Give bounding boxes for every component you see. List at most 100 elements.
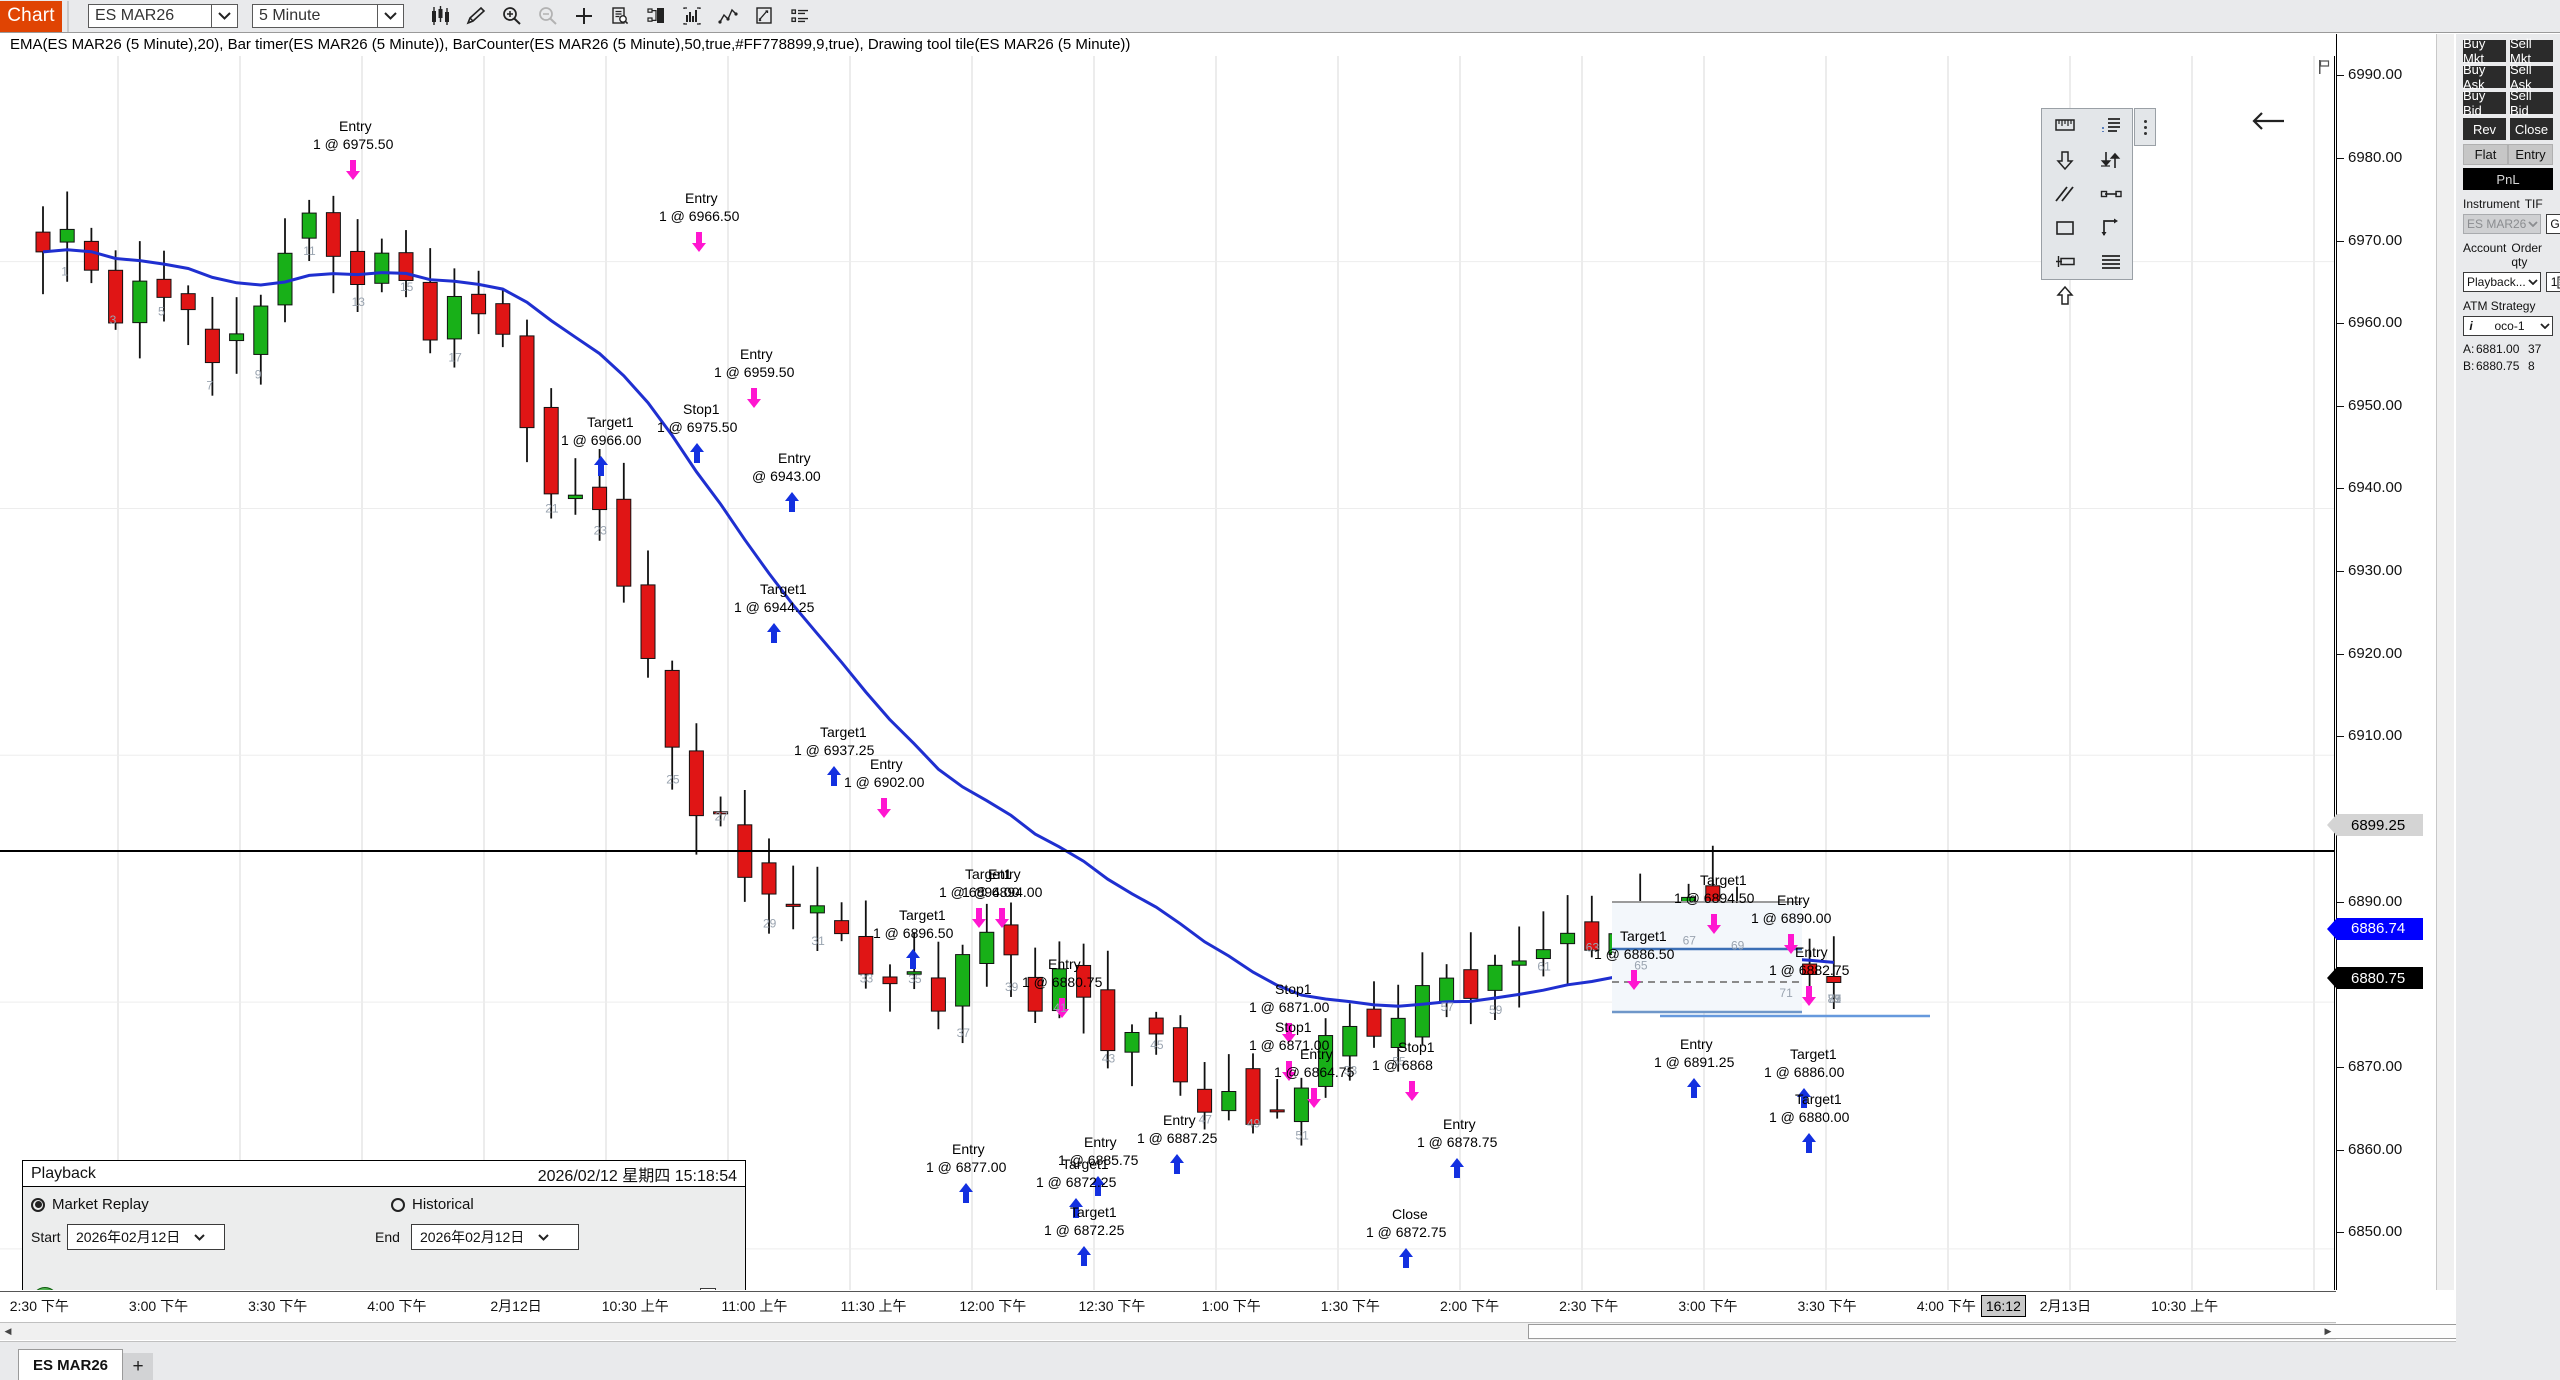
buy-ask-button[interactable]: Buy Ask <box>2463 62 2506 92</box>
line-segment-icon[interactable] <box>2088 177 2134 211</box>
down-arrow-icon[interactable] <box>2042 143 2088 177</box>
chevron-down-icon[interactable] <box>188 1233 210 1241</box>
account-select[interactable]: Playback... <box>2463 272 2541 292</box>
bars-chart-icon[interactable] <box>422 1 458 32</box>
rectangle-icon[interactable] <box>2042 211 2088 245</box>
trade-marker-value: 1 @ 6886.00 <box>1764 1064 1845 1080</box>
svg-text:87: 87 <box>1828 992 1842 1006</box>
order-qty-stepper[interactable]: 1 ▲▼ <box>2545 272 2560 292</box>
buy-mkt-button[interactable]: Buy Mkt <box>2463 36 2506 66</box>
trade-marker-label: Target1 <box>1062 1156 1109 1172</box>
trade-marker-value: 1 @ 6902.00 <box>844 774 925 790</box>
horizontal-scrollbar[interactable]: ◀ ▶ <box>0 1322 2560 1340</box>
sell-bid-button[interactable]: Sell Bid <box>2510 88 2553 118</box>
back-arrow-icon[interactable] <box>2248 104 2288 138</box>
flat-button[interactable]: Flat <box>2463 144 2508 165</box>
chevron-down-icon[interactable] <box>2538 323 2552 329</box>
time-axis[interactable]: 16:12 2:30 下午 3:00 下午 3:30 下午 4:00 下午 2月12日 1… <box>0 1291 2336 1321</box>
close-button[interactable]: Close <box>2510 118 2553 140</box>
rev-button[interactable]: Rev <box>2463 118 2506 140</box>
zoom-out-icon[interactable] <box>530 1 566 32</box>
interval-select[interactable]: 5 Minute <box>252 4 404 28</box>
drawing-tools-palette[interactable] <box>2041 108 2134 305</box>
time-tick: 1:00 下午 <box>1201 1298 1261 1314</box>
horizontal-lines-icon[interactable] <box>2088 245 2134 279</box>
trade-marker-value: 1 @ 6871.00 <box>1249 1037 1330 1053</box>
playback-panel[interactable]: Playback 2026/02/12 星期四 15:18:54 Market … <box>22 1160 746 1290</box>
time-tick: 2:30 下午 <box>1559 1298 1619 1314</box>
tab-es-mar26[interactable]: ES MAR26 <box>18 1349 124 1380</box>
fib-retracement-icon[interactable] <box>2042 245 2088 279</box>
info-icon[interactable]: i <box>2469 319 2473 333</box>
indicator-icon[interactable] <box>638 1 674 32</box>
price-axis[interactable]: 6990.00 6980.00 6970.00 6960.00 6950.00 6940.… <box>2327 34 2436 1290</box>
instrument-select-value: ES MAR26 <box>95 7 175 24</box>
pencil-icon[interactable] <box>458 1 494 32</box>
svg-text:43: 43 <box>1102 1051 1116 1065</box>
chevron-down-icon[interactable] <box>2526 279 2540 285</box>
playback-timestamp: 2026/02/12 星期四 15:18:54 <box>537 1167 737 1185</box>
palette-drag-handle[interactable] <box>2134 108 2156 146</box>
trade-marker-value: 1 @ 6959.50 <box>714 364 795 380</box>
arrows-updown-icon[interactable] <box>2088 143 2134 177</box>
entry-button[interactable]: Entry <box>2508 144 2553 165</box>
buy-bid-button[interactable]: Buy Bid <box>2463 88 2506 118</box>
instrument-select[interactable]: ES MAR26 <box>88 4 238 28</box>
tif-select[interactable]: GTC <box>2546 214 2560 234</box>
chevron-down-icon[interactable] <box>211 5 237 27</box>
trade-marker-label: Entry <box>1795 944 1828 960</box>
trade-marker-label: Entry <box>685 190 718 206</box>
trade-marker-value: 1 @ 6894.00 <box>939 884 1020 900</box>
crosshair-icon[interactable] <box>566 1 602 32</box>
atm-strategy-select[interactable]: i oco-1 <box>2463 316 2553 336</box>
svg-text:79: 79 <box>1828 992 1842 1006</box>
sell-mkt-button[interactable]: Sell Mkt <box>2510 36 2553 66</box>
zoom-in-icon[interactable] <box>494 1 530 32</box>
speed-stepper[interactable]: ▲ ▼ <box>700 1288 717 1290</box>
trade-marker-label: Entry <box>1163 1112 1196 1128</box>
trade-marker-label: Entry <box>740 346 773 362</box>
svg-text:5: 5 <box>158 304 165 318</box>
text-icon[interactable] <box>2088 109 2134 143</box>
trade-marker-value: 1 @ 6872.75 <box>1366 1224 1447 1240</box>
speed-up-icon[interactable]: ▲ <box>701 1289 715 1290</box>
order-entry-panel[interactable]: Buy Mkt Sell Mkt Buy Ask Sell Ask Buy Bi… <box>2456 34 2560 1380</box>
scatter-icon[interactable] <box>710 1 746 32</box>
start-date-picker[interactable]: 2026年02月12日 <box>67 1224 225 1250</box>
ruler-icon[interactable] <box>2042 109 2088 143</box>
up-arrow-icon[interactable] <box>2042 279 2088 313</box>
right-angle-icon[interactable] <box>2088 211 2134 245</box>
playback-pause-button[interactable] <box>31 1287 59 1290</box>
top-toolbar: Chart ES MAR26 5 Minute <box>0 0 2560 33</box>
flag-icon[interactable] <box>2316 58 2332 76</box>
histogram-icon[interactable] <box>674 1 710 32</box>
end-date-picker[interactable]: 2026年02月12日 <box>411 1224 579 1250</box>
svg-text:31: 31 <box>811 934 825 948</box>
instrument-field-value: ES MAR26 <box>2467 217 2527 231</box>
chevron-down-icon[interactable] <box>377 5 403 27</box>
horizontal-scrollbar-thumb[interactable] <box>1528 1324 2560 1339</box>
data-box-icon[interactable] <box>602 1 638 32</box>
svg-text:59: 59 <box>1489 1003 1503 1017</box>
svg-text:61: 61 <box>1537 959 1551 973</box>
list-icon[interactable] <box>782 1 818 32</box>
trade-marker-label: Stop1 <box>1275 981 1312 997</box>
strategy-icon[interactable] <box>746 1 782 32</box>
trade-marker-label: Entry <box>952 1141 985 1157</box>
parallel-lines-icon[interactable] <box>2042 177 2088 211</box>
radio-market-replay[interactable]: Market Replay <box>31 1196 391 1213</box>
trade-marker-label: Target1 <box>760 581 807 597</box>
trade-marker-label: Entry <box>1048 956 1081 972</box>
vertical-scrollbar[interactable] <box>2436 34 2454 1290</box>
scroll-right-icon[interactable]: ▶ <box>2324 1326 2332 1336</box>
add-tab-button[interactable]: + <box>123 1353 154 1380</box>
time-tick: 2:00 下午 <box>1439 1298 1500 1314</box>
sell-ask-button[interactable]: Sell Ask <box>2510 62 2553 92</box>
scroll-left-icon[interactable]: ◀ <box>4 1326 12 1336</box>
chevron-down-icon[interactable] <box>532 1233 554 1241</box>
trade-marker-label: Stop1 <box>1398 1039 1435 1055</box>
radio-historical[interactable]: Historical <box>391 1196 474 1213</box>
svg-text:7: 7 <box>206 379 213 393</box>
time-tick: 4:00 下午 <box>367 1298 427 1314</box>
price-chart[interactable]: 1 3 5 7 9 11 13 15 17 21 23 25 27 29 31 33 35 37 39 41 43 45 4… <box>0 56 2335 1290</box>
